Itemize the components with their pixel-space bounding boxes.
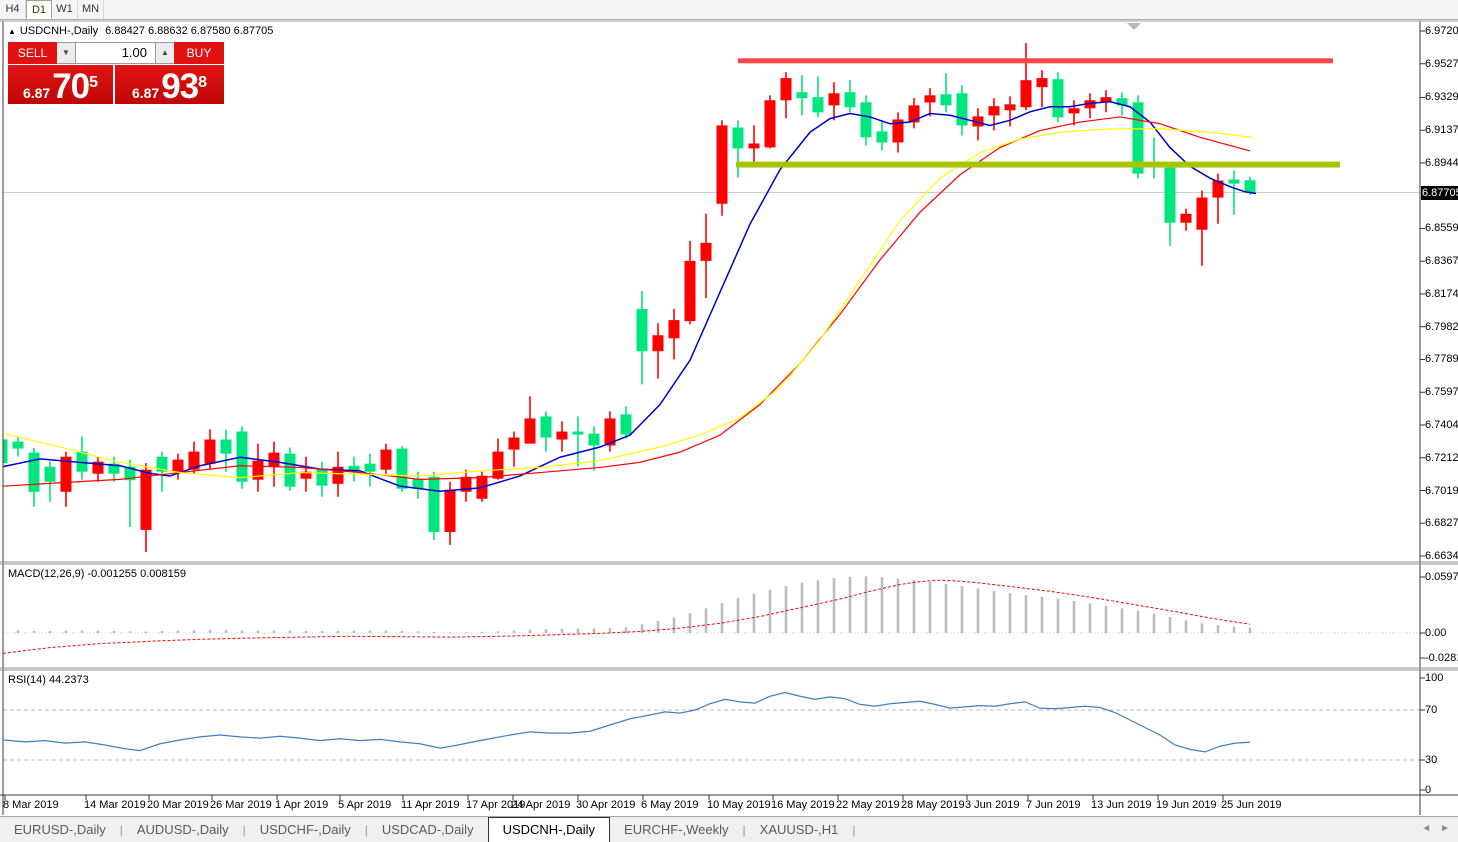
volume-decrease-button[interactable]: ▼ xyxy=(57,42,75,64)
sell-price-panel[interactable]: 6.87 70 5 xyxy=(8,65,113,104)
volume-input[interactable]: 1.00 xyxy=(75,42,156,64)
tab-separator: | xyxy=(242,823,246,837)
ohlc-values: 6.88427 6.88632 6.87580 6.87705 xyxy=(105,25,274,37)
macd-axis-label: -0.02816 xyxy=(1425,652,1458,664)
chart-tab-usdchf-daily[interactable]: USDCHF-,Daily xyxy=(259,822,351,837)
rsi-axis-label: 70 xyxy=(1425,704,1438,716)
autoscroll-marker-icon xyxy=(1127,23,1141,30)
rsi-axis-label: 30 xyxy=(1425,754,1438,766)
price-axis-label: 6.95275 xyxy=(1425,57,1458,70)
tab-scroll-left-icon[interactable]: ◄ xyxy=(1421,823,1432,834)
date-axis-label: 16 May 2019 xyxy=(771,799,835,811)
date-axis-label: 19 Jun 2019 xyxy=(1156,799,1217,811)
collapse-triangle-icon[interactable]: ▲ xyxy=(8,27,16,36)
sell-price-pips: 70 xyxy=(52,67,90,106)
date-axis-label: 26 Mar 2019 xyxy=(210,799,272,811)
date-axis-label: 25 Jun 2019 xyxy=(1221,799,1282,811)
price-axis-label: 6.89445 xyxy=(1425,156,1458,169)
sell-price-handle: 6.87 xyxy=(22,85,51,101)
one-click-trading-panel: SELL ▼ 1.00 ▲ BUY 6.87 70 5 6.87 93 8 xyxy=(8,42,224,104)
macd-axis-label: 0.059758 xyxy=(1425,571,1458,583)
date-axis-label: 10 May 2019 xyxy=(707,799,771,811)
tab-separator: | xyxy=(364,823,368,837)
price-axis-label: 6.93295 xyxy=(1425,91,1458,104)
date-axis-label: 11 Apr 2019 xyxy=(401,799,460,811)
buy-button[interactable]: BUY xyxy=(174,42,224,64)
timeframe-toolbar: H4 D1 W1 MN xyxy=(0,0,1458,20)
price-axis-label: 6.81745 xyxy=(1425,287,1458,300)
rsi-axis-label: 100 xyxy=(1425,672,1444,684)
date-axis-label: 6 May 2019 xyxy=(641,799,699,811)
date-axis-label: 14 Mar 2019 xyxy=(84,799,146,811)
chart-tab-eurchf-weekly[interactable]: EURCHF-,Weekly xyxy=(624,822,729,837)
date-axis-label: 17 Apr 2019 xyxy=(466,799,526,811)
date-axis-label: 7 Jun 2019 xyxy=(1026,799,1081,811)
date-axis-label: 24 Apr 2019 xyxy=(511,799,571,811)
price-axis-label: 6.70195 xyxy=(1425,484,1458,497)
tab-scroll-arrows: ◄ ► xyxy=(1421,823,1450,834)
tab-separator: | xyxy=(852,823,856,837)
date-axis-label: 3 Jun 2019 xyxy=(965,799,1020,811)
symbol-label: USDCNH-,Daily xyxy=(19,25,99,37)
chart-tab-usdcnh-daily[interactable]: USDCNH-,Daily xyxy=(487,817,611,842)
date-axis-label: 30 Apr 2019 xyxy=(576,799,636,811)
sell-button[interactable]: SELL xyxy=(8,42,57,64)
price-axis-label: 6.91370 xyxy=(1425,124,1458,137)
chart-tab-audusd-daily[interactable]: AUDUSD-,Daily xyxy=(136,822,229,837)
date-axis-label: 8 Mar 2019 xyxy=(3,799,59,811)
price-axis-label: 6.85595 xyxy=(1425,222,1458,235)
price-axis-label: 6.74045 xyxy=(1425,418,1458,431)
chart-tab-eurusd-daily[interactable]: EURUSD-,Daily xyxy=(14,822,106,837)
timeframe-button-w1[interactable]: W1 xyxy=(52,0,78,19)
date-axis-label: 1 Apr 2019 xyxy=(275,799,329,811)
date-axis-label: 22 May 2019 xyxy=(836,799,900,811)
price-axis-label: 6.66345 xyxy=(1425,550,1458,562)
buy-price-panel[interactable]: 6.87 93 8 xyxy=(115,65,224,104)
chart-tab-bar: EURUSD-,Daily | AUDUSD-,Daily | USDCHF-,Dail… xyxy=(0,816,1458,842)
timeframe-button-d1[interactable]: D1 xyxy=(26,0,52,19)
buy-price-point: 8 xyxy=(198,74,208,91)
current-price-tag: 6.87705 xyxy=(1421,185,1458,200)
rsi-indicator-label: RSI(14) 44.2373 xyxy=(8,674,89,686)
price-axis-label: 6.77895 xyxy=(1425,353,1458,366)
price-axis-label: 6.79820 xyxy=(1425,320,1458,333)
chart-tab-xauusd-h1[interactable]: XAUUSD-,H1 xyxy=(759,822,839,837)
sell-price-point: 5 xyxy=(89,74,99,91)
chart-tab-usdcad-daily[interactable]: USDCAD-,Daily xyxy=(381,822,474,837)
tab-separator: | xyxy=(119,823,123,837)
timeframe-button-h4[interactable]: H4 xyxy=(0,0,26,19)
date-axis-label: 13 Jun 2019 xyxy=(1091,799,1152,811)
date-axis-label: 28 May 2019 xyxy=(901,799,965,811)
rsi-axis-label: 0 xyxy=(1425,784,1432,796)
tab-separator: | xyxy=(742,823,746,837)
price-axis-label: 6.97200 xyxy=(1425,25,1458,37)
date-axis-label: 5 Apr 2019 xyxy=(338,799,392,811)
price-axis-label: 6.68270 xyxy=(1425,517,1458,530)
buy-price-pips: 93 xyxy=(161,67,199,106)
volume-increase-button[interactable]: ▲ xyxy=(156,42,174,64)
chart-window xyxy=(0,20,1458,816)
macd-indicator-label: MACD(12,26,9) -0.001255 0.008159 xyxy=(8,568,186,580)
price-axis-label: 6.75970 xyxy=(1425,386,1458,399)
symbol-ohlc-row: ▲ USDCNH-,Daily 6.88427 6.88632 6.87580 6.… xyxy=(8,25,273,37)
price-axis-label: 6.83670 xyxy=(1425,255,1458,268)
tab-scroll-right-icon[interactable]: ► xyxy=(1440,823,1450,834)
macd-axis-label: 0.00 xyxy=(1425,627,1447,639)
price-axis-label: 6.72120 xyxy=(1425,451,1458,464)
timeframe-button-mn[interactable]: MN xyxy=(78,0,104,19)
buy-price-handle: 6.87 xyxy=(131,85,160,101)
date-axis-label: 20 Mar 2019 xyxy=(147,799,209,811)
